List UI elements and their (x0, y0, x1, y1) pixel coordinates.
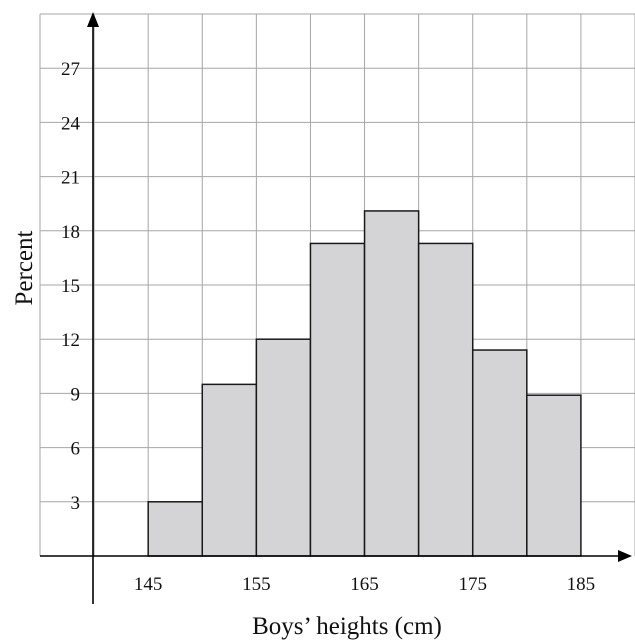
x-tick-label: 165 (350, 574, 379, 595)
x-tick-label: 185 (567, 574, 596, 595)
x-tick-label: 175 (458, 574, 487, 595)
y-tick-label: 24 (61, 113, 81, 134)
y-tick-label: 3 (71, 493, 81, 514)
y-tick-label: 21 (61, 168, 80, 189)
histogram-bar (309, 242, 366, 557)
tick-labels: 145 155 165 175 185 3 6 9 12 15 18 21 24 27 (61, 59, 595, 595)
y-tick-label: 12 (61, 330, 80, 351)
y-axis-arrow (87, 12, 99, 27)
y-tick-label: 9 (71, 384, 81, 405)
histogram-bar (363, 210, 420, 557)
histogram-bar (526, 394, 582, 557)
bars (147, 210, 582, 557)
x-tick-label: 145 (134, 574, 163, 595)
y-tick-label: 27 (61, 59, 80, 80)
histogram-bar (147, 501, 204, 557)
histogram-bar (417, 242, 474, 557)
x-axis-label: Boys’ heights (cm) (252, 613, 442, 640)
histogram-bar (201, 383, 258, 557)
x-axis-arrow (618, 550, 632, 562)
y-axis-label: Percent (11, 230, 38, 305)
y-tick-label: 18 (61, 222, 80, 243)
y-tick-label: 6 (71, 439, 81, 460)
x-tick-label: 155 (242, 574, 271, 595)
histogram-bar (255, 338, 312, 557)
y-tick-label: 15 (61, 276, 80, 297)
histogram-bar (471, 349, 528, 557)
axes (40, 12, 632, 604)
